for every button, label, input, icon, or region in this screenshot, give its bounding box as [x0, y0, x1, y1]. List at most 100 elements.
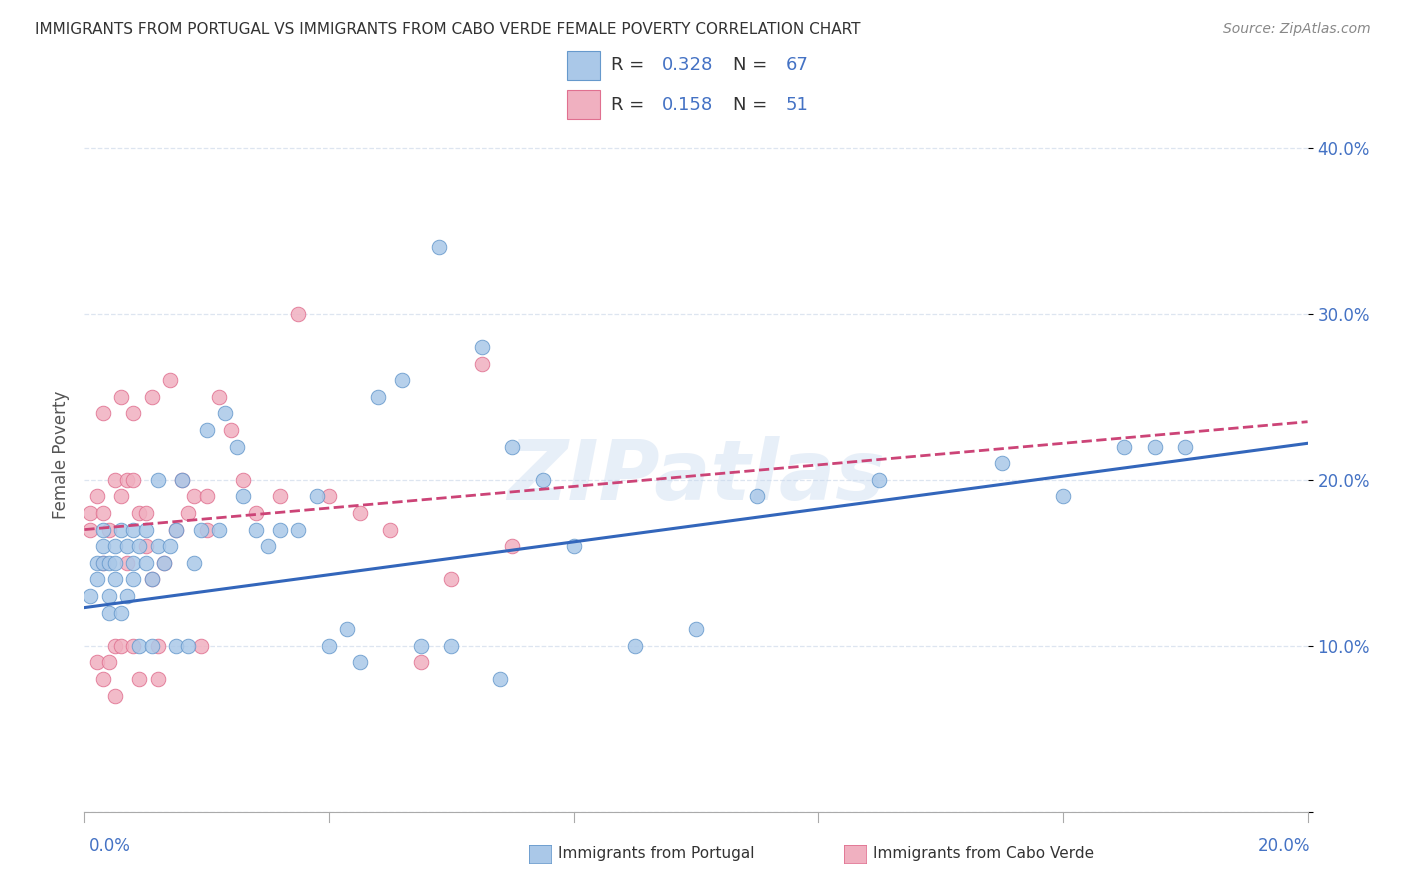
- Point: [135, 539, 157, 553]
- Point: [318, 490, 340, 504]
- Point: [208, 390, 231, 404]
- Point: [257, 539, 280, 553]
- Text: 67: 67: [786, 55, 808, 74]
- Point: [141, 639, 163, 653]
- Point: [1052, 490, 1074, 504]
- Point: [115, 589, 138, 603]
- Point: [135, 523, 157, 537]
- Point: [226, 440, 249, 454]
- Point: [367, 390, 389, 404]
- Point: [91, 556, 114, 570]
- Point: [172, 473, 194, 487]
- Point: [195, 523, 218, 537]
- Point: [336, 622, 359, 636]
- Point: [685, 622, 707, 636]
- Point: [502, 539, 524, 553]
- Point: [165, 523, 187, 537]
- Point: [245, 523, 267, 537]
- Point: [440, 573, 463, 587]
- Point: [269, 490, 291, 504]
- Point: [128, 506, 150, 520]
- Point: [122, 406, 145, 420]
- Point: [104, 689, 127, 703]
- Point: [122, 523, 145, 537]
- Point: [91, 672, 114, 686]
- Point: [183, 556, 205, 570]
- Point: [110, 490, 132, 504]
- Text: 0.328: 0.328: [662, 55, 713, 74]
- Point: [219, 423, 242, 437]
- Point: [409, 639, 432, 653]
- Point: [122, 473, 145, 487]
- Point: [214, 406, 236, 420]
- Point: [195, 490, 218, 504]
- Point: [86, 556, 108, 570]
- Point: [110, 639, 132, 653]
- FancyBboxPatch shape: [567, 90, 599, 119]
- Point: [86, 490, 108, 504]
- Point: [172, 473, 194, 487]
- Y-axis label: Female Poverty: Female Poverty: [52, 391, 70, 519]
- FancyBboxPatch shape: [567, 51, 599, 79]
- Point: [91, 523, 114, 537]
- Point: [115, 556, 138, 570]
- Text: 20.0%: 20.0%: [1258, 837, 1310, 855]
- Point: [177, 506, 200, 520]
- Point: [502, 440, 524, 454]
- Point: [489, 672, 512, 686]
- Point: [115, 473, 138, 487]
- Point: [122, 639, 145, 653]
- Point: [146, 672, 169, 686]
- Point: [110, 523, 132, 537]
- Point: [624, 639, 647, 653]
- Point: [86, 573, 108, 587]
- Point: [869, 473, 891, 487]
- Point: [91, 406, 114, 420]
- Point: [190, 523, 212, 537]
- Point: [232, 473, 254, 487]
- Text: R =: R =: [612, 95, 651, 114]
- Point: [991, 456, 1014, 470]
- Point: [1174, 440, 1197, 454]
- Point: [110, 606, 132, 620]
- Point: [104, 573, 127, 587]
- Point: [380, 523, 402, 537]
- Text: 51: 51: [786, 95, 808, 114]
- Point: [104, 639, 127, 653]
- Text: N =: N =: [733, 55, 772, 74]
- Point: [128, 639, 150, 653]
- Point: [135, 506, 157, 520]
- Point: [177, 639, 200, 653]
- Point: [79, 506, 101, 520]
- Point: [245, 506, 267, 520]
- Point: [122, 573, 145, 587]
- Point: [122, 556, 145, 570]
- Point: [159, 373, 181, 387]
- Point: [128, 539, 150, 553]
- Point: [86, 656, 108, 670]
- Point: [159, 539, 181, 553]
- Point: [104, 539, 127, 553]
- Point: [110, 390, 132, 404]
- Point: [141, 573, 163, 587]
- Point: [195, 423, 218, 437]
- Point: [440, 639, 463, 653]
- Point: [146, 473, 169, 487]
- Point: [349, 656, 371, 670]
- Point: [91, 539, 114, 553]
- Point: [104, 556, 127, 570]
- Text: 0.0%: 0.0%: [89, 837, 131, 855]
- Point: [305, 490, 328, 504]
- Text: Source: ZipAtlas.com: Source: ZipAtlas.com: [1223, 22, 1371, 37]
- Point: [97, 556, 120, 570]
- Point: [79, 523, 101, 537]
- Text: N =: N =: [733, 95, 772, 114]
- Point: [128, 672, 150, 686]
- Point: [104, 473, 127, 487]
- Point: [349, 506, 371, 520]
- Point: [287, 523, 309, 537]
- Point: [562, 539, 585, 553]
- Point: [190, 639, 212, 653]
- Point: [183, 490, 205, 504]
- Point: [115, 539, 138, 553]
